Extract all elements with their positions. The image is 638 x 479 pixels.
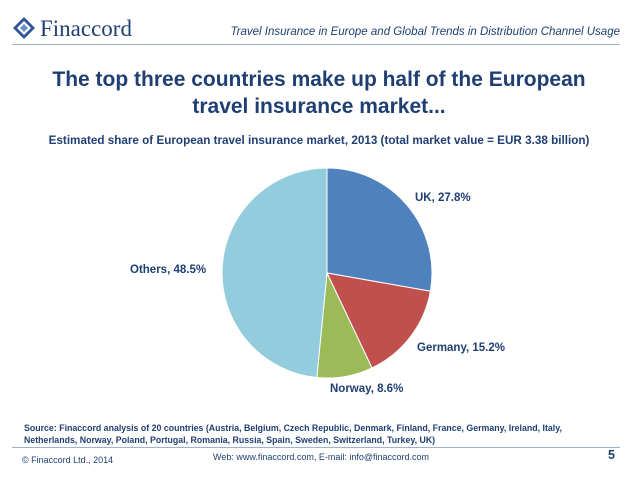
contact-info: Web: www.finaccord.com, E-mail: info@fin… xyxy=(213,452,430,462)
source-note: Source: Finaccord analysis of 20 countri… xyxy=(24,423,562,445)
pie-label-others: Others, 48.5% xyxy=(130,264,207,276)
page-number: 5 xyxy=(608,448,615,462)
copyright: © Finaccord Ltd., 2014 xyxy=(22,455,114,465)
finaccord-logo-icon xyxy=(13,17,35,39)
pie-label-norway: Norway, 8.6% xyxy=(330,383,404,395)
pie-slice-others xyxy=(221,167,328,379)
brand-name: Finaccord xyxy=(40,15,132,41)
report-title: Travel Insurance in Europe and Global Tr… xyxy=(230,26,620,38)
finaccord-logo: Finaccord xyxy=(12,16,132,40)
pie-label-uk: UK, 27.8% xyxy=(415,192,471,204)
slide-title: The top three countries make up half of … xyxy=(52,68,586,118)
pie-slice-germany xyxy=(326,272,431,369)
pie-slice-uk xyxy=(326,167,433,292)
pie-label-germany: Germany, 15.2% xyxy=(417,342,506,354)
footer-divider xyxy=(12,447,620,448)
chart-subtitle: Estimated share of European travel insur… xyxy=(48,134,590,147)
header-divider xyxy=(12,44,620,45)
